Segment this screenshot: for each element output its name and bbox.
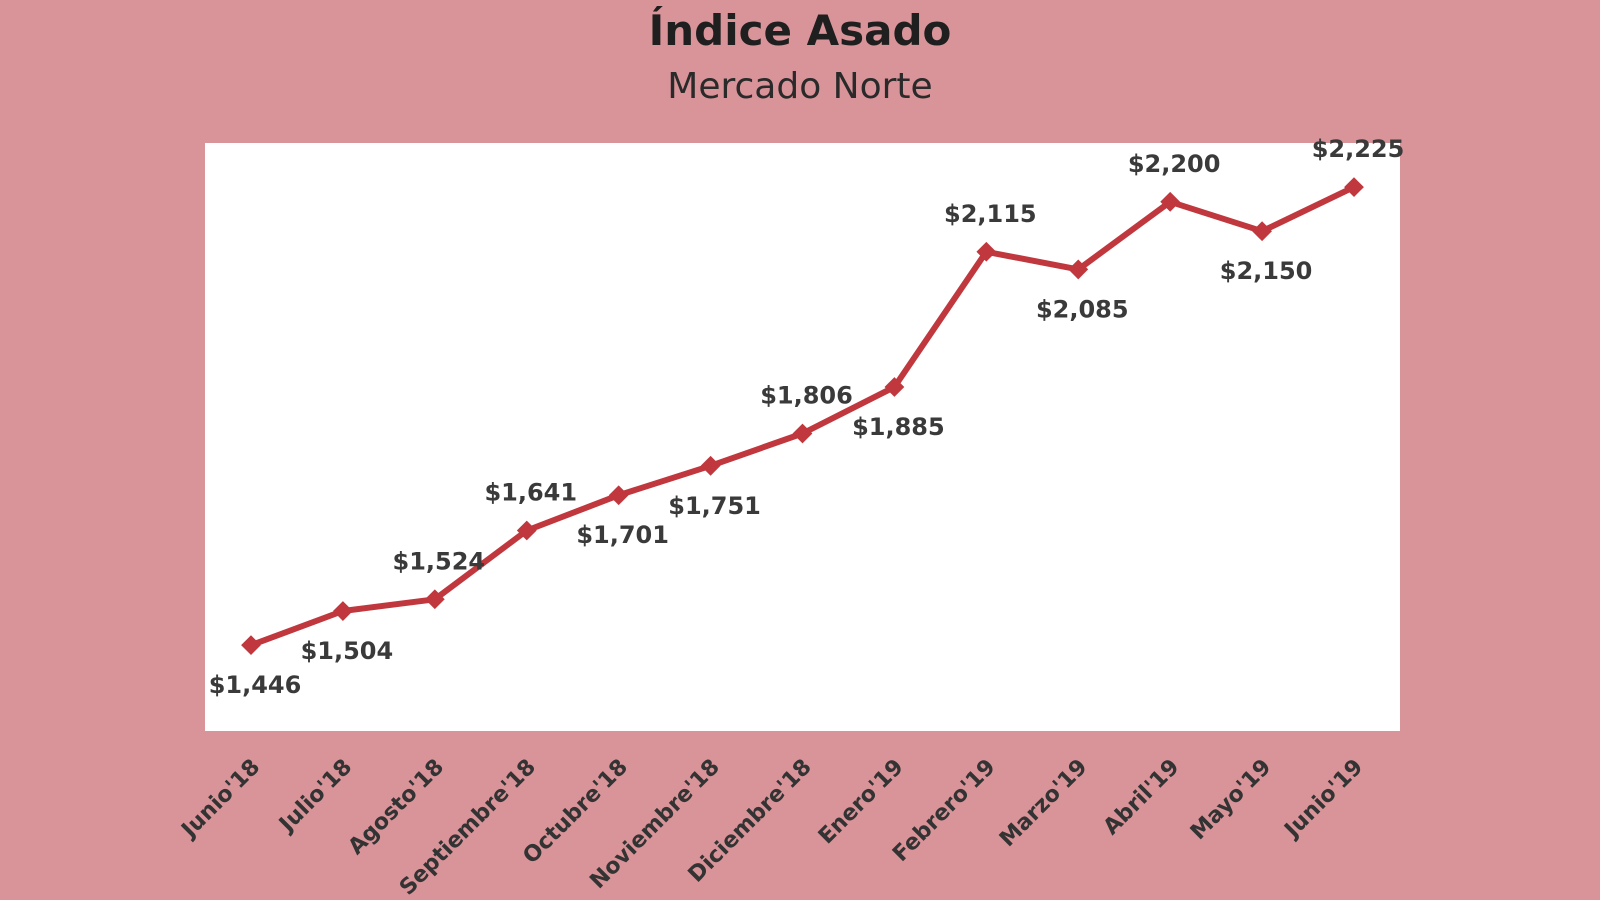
chart-subtitle: Mercado Norte <box>667 66 933 107</box>
data-label: $2,150 <box>1220 257 1313 285</box>
data-label: $2,200 <box>1128 150 1221 178</box>
data-point-marker <box>1252 221 1272 242</box>
data-label: $2,115 <box>944 200 1037 228</box>
data-point-marker <box>424 589 445 610</box>
data-label: $2,085 <box>1036 295 1129 323</box>
data-label: $1,504 <box>301 637 394 665</box>
data-point-marker <box>700 455 721 476</box>
data-point-marker <box>333 601 353 621</box>
data-label: $1,885 <box>852 413 945 441</box>
data-point-marker <box>1160 191 1181 212</box>
data-label: $1,751 <box>668 492 761 520</box>
x-axis-tick-label: Junio'18 <box>176 755 265 844</box>
x-axis-tick-label: Julio'18 <box>273 755 357 839</box>
data-point-marker <box>792 423 813 444</box>
data-labels-group: $1,446 $1,504 $1,524 $1,641 $1,701$1,751 $1,8… <box>209 135 1405 699</box>
data-label: $1,641 <box>484 478 577 506</box>
data-point-marker <box>1344 177 1364 197</box>
data-label: $1,701 <box>576 521 669 549</box>
data-label: $1,806 <box>760 381 853 409</box>
x-axis-tick-label: Marzo'19 <box>995 755 1092 852</box>
data-label: $1,524 <box>393 547 486 575</box>
x-axis-tick-labels: Junio'18 Julio'18Agosto'18Septiembre'18Oc… <box>176 755 1368 900</box>
x-axis-tick-label: Abril'19 <box>1099 755 1185 841</box>
data-point-marker <box>1068 259 1089 280</box>
x-axis-tick-label: Junio'19 <box>1279 755 1368 844</box>
data-point-marker <box>608 485 629 506</box>
data-label: $1,446 <box>209 671 302 699</box>
data-label: $2,225 <box>1312 135 1405 163</box>
x-axis-tick-label: Mayo'19 <box>1186 755 1276 845</box>
markers-group <box>241 177 1364 656</box>
data-point-marker <box>884 377 905 397</box>
x-axis-tick-label: Enero'19 <box>814 755 909 850</box>
chart-title: Índice Asado <box>648 6 952 55</box>
data-point-marker <box>516 520 537 541</box>
